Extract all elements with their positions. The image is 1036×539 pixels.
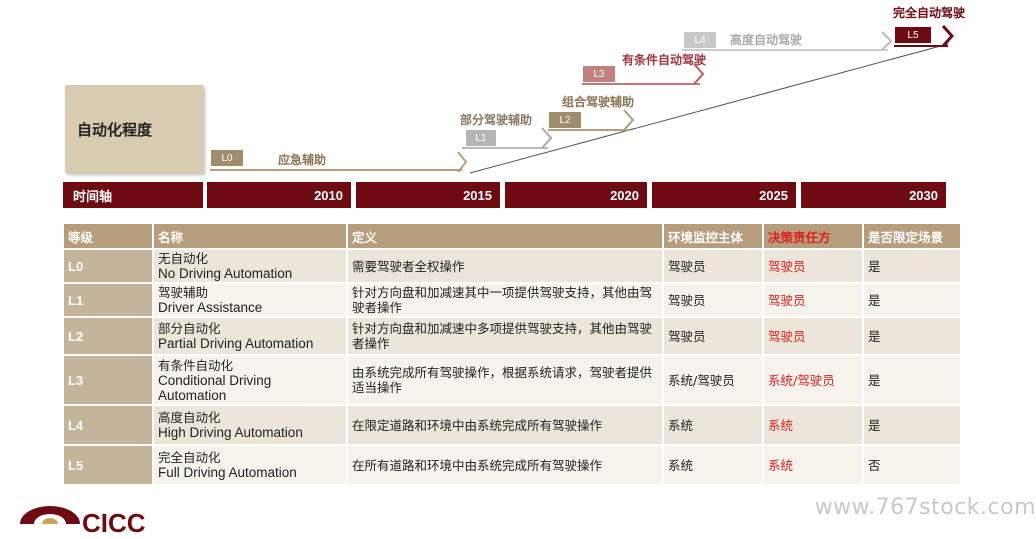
level-name-l3: 有条件自动驾驶: [622, 53, 707, 67]
name-en: High Driving Automation: [158, 425, 303, 440]
cell-definition: 由系统完成所有驾驶操作，根据系统请求，驾驶者提供适当操作: [347, 355, 664, 406]
timeline-label: 时间轴: [63, 182, 203, 208]
name-en: Conditional Driving Automation: [158, 372, 272, 403]
table-row: L2 部分自动化 Partial Driving Automation 针对方向盘…: [64, 317, 962, 356]
cicc-logo-icon: [20, 506, 80, 524]
name-en: Full Driving Automation: [158, 465, 297, 480]
cell-monitor: 系统: [663, 445, 764, 486]
level-tag-l0: L0: [211, 150, 243, 166]
trend-line: [469, 43, 949, 174]
cell-definition: 在限定道路和环境中由系统完成所有驾驶操作: [347, 405, 664, 446]
cell-level: L3: [64, 355, 154, 406]
table-row: L3 有条件自动化 Conditional Driving Automation …: [64, 355, 962, 406]
cell-monitor: 驾驶员: [663, 249, 764, 284]
level-name-l5: 完全自动驾驶: [893, 6, 966, 20]
cell-monitor: 驾驶员: [663, 283, 764, 318]
cell-definition: 针对方向盘和加减速中多项提供驾驶支持，其他由驾驶者操作: [347, 317, 664, 356]
watermark: www.767stock.com: [814, 495, 1036, 520]
timeline-year-2010: 2010: [207, 182, 351, 208]
header-name: 名称: [153, 224, 348, 250]
name-cn: 驾驶辅助: [158, 285, 209, 300]
cell-monitor: 系统: [663, 405, 764, 446]
timeline-year-2025: 2025: [652, 182, 796, 208]
level-tag-l1: L1: [466, 130, 496, 146]
cell-limited: 否: [863, 445, 962, 486]
table-row: L0 无自动化 No Driving Automation 需要驾驶者全权操作 驾…: [64, 249, 962, 284]
cell-limited: 是: [863, 405, 962, 446]
level-name-l4: 高度自动驾驶: [730, 33, 803, 47]
level-tag-l5: L5: [895, 27, 931, 43]
cell-limited: 是: [863, 317, 962, 356]
header-level: 等级: [64, 224, 154, 250]
l1-chevron: [541, 127, 553, 149]
cell-definition: 在所有道路和环境中由系统完成所有驾驶操作: [347, 445, 664, 486]
cell-name: 无自动化 No Driving Automation: [153, 249, 348, 284]
cell-monitor: 系统/驾驶员: [663, 355, 764, 406]
table-row: L5 完全自动化 Full Driving Automation 在所有道路和环境…: [64, 445, 962, 486]
cell-level: L5: [64, 445, 154, 486]
cell-name: 有条件自动化 Conditional Driving Automation: [153, 355, 348, 406]
cell-name: 高度自动化 High Driving Automation: [153, 405, 348, 446]
staircase-lines: [210, 24, 955, 174]
level-name-l2: 组合驾驶辅助: [562, 95, 635, 109]
name-cn: 高度自动化: [158, 410, 221, 425]
cell-responsible: 驾驶员: [763, 249, 864, 284]
cell-definition: 针对方向盘和加减速其中一项提供驾驶支持，其他由驾驶者操作: [347, 283, 664, 318]
name-en: No Driving Automation: [158, 266, 293, 281]
automation-levels-table: 等级 名称 定义 环境监控主体 决策责任方 是否限定场景 L0 无自动化 No D…: [64, 224, 962, 486]
cell-definition: 需要驾驶者全权操作: [347, 249, 664, 284]
cell-responsible: 驾驶员: [763, 317, 864, 356]
name-cn: 无自动化: [158, 251, 209, 266]
cell-level: L2: [64, 317, 154, 356]
timeline-year-2020: 2020: [505, 182, 647, 208]
cell-monitor: 驾驶员: [663, 317, 764, 356]
header-responsible: 决策责任方: [763, 224, 864, 250]
cell-responsible: 系统: [763, 405, 864, 446]
cell-limited: 是: [863, 249, 962, 284]
cell-responsible: 系统: [763, 445, 864, 486]
cell-level: L1: [64, 283, 154, 318]
cell-responsible: 系统/驾驶员: [763, 355, 864, 406]
name-cn: 部分自动化: [158, 321, 221, 336]
level-name-l1: 部分驾驶辅助: [460, 113, 533, 127]
l0-chevron: [457, 151, 468, 173]
name-cn: 有条件自动化: [158, 357, 234, 373]
cell-responsible: 驾驶员: [763, 283, 864, 318]
name-cn: 完全自动化: [158, 450, 221, 465]
header-monitor: 环境监控主体: [663, 224, 764, 250]
l2-chevron: [623, 109, 635, 131]
cell-level: L0: [64, 249, 154, 284]
table-row: L4 高度自动化 High Driving Automation 在限定道路和环境…: [64, 405, 962, 446]
cell-limited: 是: [863, 355, 962, 406]
header-limited: 是否限定场景: [863, 224, 962, 250]
name-en: Driver Assistance: [158, 300, 263, 315]
table-row: L1 驾驶辅助 Driver Assistance 针对方向盘和加减速其中一项提供…: [64, 283, 962, 318]
cell-name: 驾驶辅助 Driver Assistance: [153, 283, 348, 318]
cell-level: L4: [64, 405, 154, 446]
level-tag-l4: L4: [684, 32, 716, 48]
header-definition: 定义: [347, 224, 664, 250]
timeline-year-2015: 2015: [356, 182, 500, 208]
level-name-l0: 应急辅助: [278, 153, 327, 167]
cell-limited: 是: [863, 283, 962, 318]
level-tag-l2: L2: [549, 112, 581, 128]
cell-name: 完全自动化 Full Driving Automation: [153, 445, 348, 486]
timeline-year-2030: 2030: [801, 182, 946, 208]
level-tag-l3: L3: [583, 66, 615, 82]
cell-name: 部分自动化 Partial Driving Automation: [153, 317, 348, 356]
l4-chevron: [881, 31, 893, 51]
automation-degree-label: 自动化程度: [65, 85, 203, 173]
name-en: Partial Driving Automation: [158, 336, 314, 351]
l3-chevron: [693, 63, 705, 85]
table-header-row: 等级 名称 定义 环境监控主体 决策责任方 是否限定场景: [64, 224, 962, 250]
l5-chevron: [941, 24, 955, 48]
